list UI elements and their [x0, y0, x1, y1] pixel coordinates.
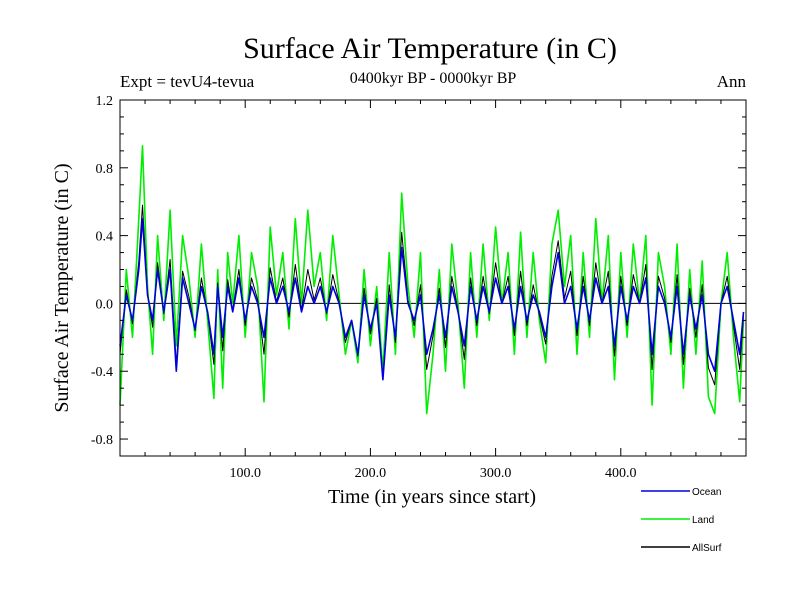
plot-frame [119, 99, 747, 457]
x-tick-label: 300.0 [480, 466, 512, 481]
expt-label: Expt = tevU4-tevua [120, 72, 255, 91]
legend: Ocean Land AllSurf [641, 487, 722, 554]
legend-label-allsurf: AllSurf [692, 543, 722, 554]
y-tick-label: 0.8 [96, 162, 114, 177]
y-tick-label: -0.8 [91, 433, 113, 448]
chart-subtitle: 0400kyr BP - 0000kyr BP [350, 70, 517, 87]
x-tick-label: 200.0 [355, 466, 387, 481]
series-line-ocean [119, 217, 745, 381]
legend-label-ocean: Ocean [692, 487, 721, 498]
x-tick-label: 100.0 [229, 466, 261, 481]
series-line-land [119, 145, 745, 415]
y-tick-label: 0.4 [96, 230, 114, 245]
y-tick-label: 1.2 [96, 94, 114, 109]
y-tick-label: 0.0 [96, 297, 114, 312]
legend-label-land: Land [692, 515, 714, 526]
y-axis-label: Surface Air Temperature (in C) [51, 163, 73, 412]
x-axis-label: Time (in years since start) [328, 486, 536, 508]
season-label: Ann [717, 72, 747, 91]
y-tick-label: -0.4 [91, 365, 113, 380]
tick-layer: 100.0 200.0 300.0 400.0 -0.8 -0.4 0.0 0.4 0.8 1.2 [91, 94, 747, 481]
chart-title: Surface Air Temperature (in C) [243, 32, 617, 65]
series-layer [119, 145, 745, 415]
x-tick-label: 400.0 [605, 466, 637, 481]
